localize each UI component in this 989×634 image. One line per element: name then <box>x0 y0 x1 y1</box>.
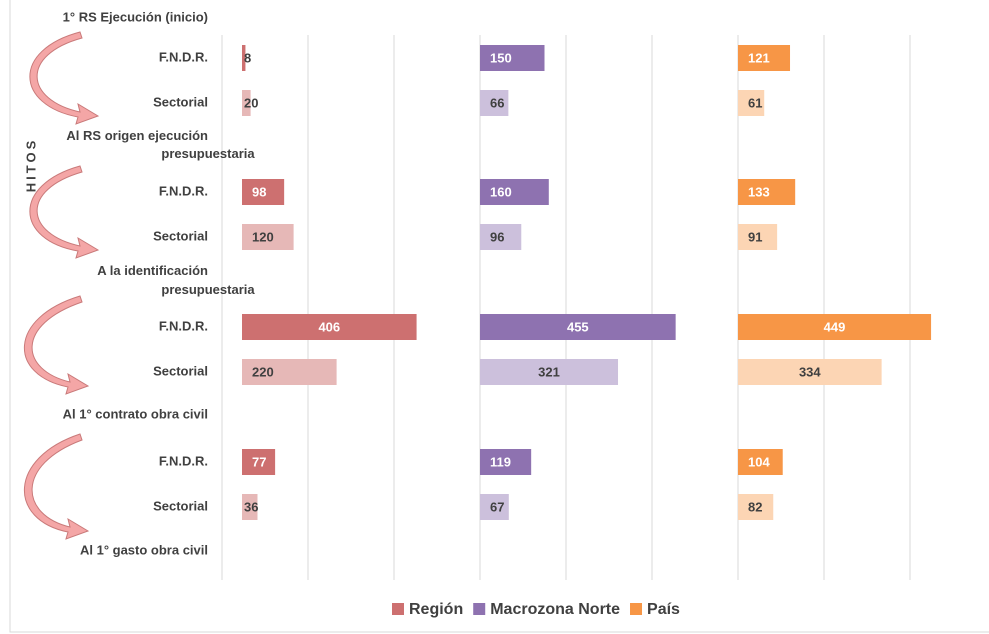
value-label: 449 <box>824 319 846 334</box>
value-label: 8 <box>244 50 251 65</box>
arrow <box>29 31 100 125</box>
bar <box>738 359 882 385</box>
y-axis-label: HITOS <box>23 138 38 193</box>
category-label: Sectorial <box>153 498 208 513</box>
category-label: Sectorial <box>153 228 208 243</box>
legend-label: Macrozona Norte <box>490 601 620 618</box>
value-label: 77 <box>252 454 266 469</box>
value-label: 67 <box>490 499 504 514</box>
bar <box>480 359 619 385</box>
value-label: 455 <box>567 319 589 334</box>
legend-swatch <box>473 603 486 615</box>
value-label: 321 <box>538 364 560 379</box>
value-label: 220 <box>252 364 274 379</box>
value-label: 150 <box>490 50 512 65</box>
bar <box>480 179 549 205</box>
category-label: F.N.D.R. <box>159 318 208 333</box>
bar <box>738 224 778 250</box>
milestone-label: Al RS origen ejecución presupuestaria <box>66 128 255 161</box>
bar <box>480 90 509 116</box>
bar <box>738 179 796 205</box>
bar <box>738 494 774 520</box>
bar <box>242 45 246 71</box>
value-label: 120 <box>252 229 274 244</box>
bar <box>242 90 251 116</box>
bar <box>242 314 417 340</box>
bar <box>480 314 676 340</box>
bar <box>738 45 791 71</box>
value-label: 82 <box>748 499 762 514</box>
milestone-label: Al 1° gasto obra civil <box>80 542 208 557</box>
legend-swatch <box>392 603 404 615</box>
category-label: Sectorial <box>153 363 208 378</box>
arrow <box>29 165 100 259</box>
arrow <box>23 433 90 540</box>
bar <box>480 45 545 71</box>
arrows <box>23 31 100 540</box>
value-label: 334 <box>799 364 821 379</box>
category-label: F.N.D.R. <box>159 49 208 64</box>
value-label: 406 <box>318 319 340 334</box>
value-label: 104 <box>748 454 770 469</box>
chart-frame <box>9 0 989 633</box>
arrow <box>24 295 90 395</box>
bar <box>242 449 276 475</box>
value-label: 36 <box>244 499 258 514</box>
category-label: Sectorial <box>153 94 208 109</box>
legend-swatch <box>630 603 643 615</box>
value-label: 160 <box>490 184 512 199</box>
bar <box>480 494 509 520</box>
value-label: 98 <box>252 184 266 199</box>
milestone-label: A la identificación presupuestaria <box>97 263 255 297</box>
bar <box>480 224 522 250</box>
bar <box>738 449 783 475</box>
category-label: F.N.D.R. <box>159 183 208 198</box>
bar <box>738 90 765 116</box>
category-label: F.N.D.R. <box>159 453 208 468</box>
value-label: 61 <box>748 95 762 110</box>
value-label: 91 <box>748 229 762 244</box>
legend-label: Región <box>409 601 463 618</box>
legend-label: País <box>647 601 680 618</box>
value-label: 20 <box>244 95 258 110</box>
bar <box>242 179 285 205</box>
value-label: 133 <box>748 184 770 199</box>
value-label: 96 <box>490 229 504 244</box>
bar <box>480 449 532 475</box>
bar <box>242 359 337 385</box>
milestone-label: Al 1° contrato obra civil <box>63 406 208 421</box>
bar <box>242 494 258 520</box>
bar <box>738 314 932 340</box>
value-label: 121 <box>748 50 770 65</box>
value-label: 66 <box>490 95 504 110</box>
bar <box>242 224 294 250</box>
value-label: 119 <box>490 454 511 469</box>
milestone-label: 1° RS Ejecución (inicio) <box>63 9 208 24</box>
